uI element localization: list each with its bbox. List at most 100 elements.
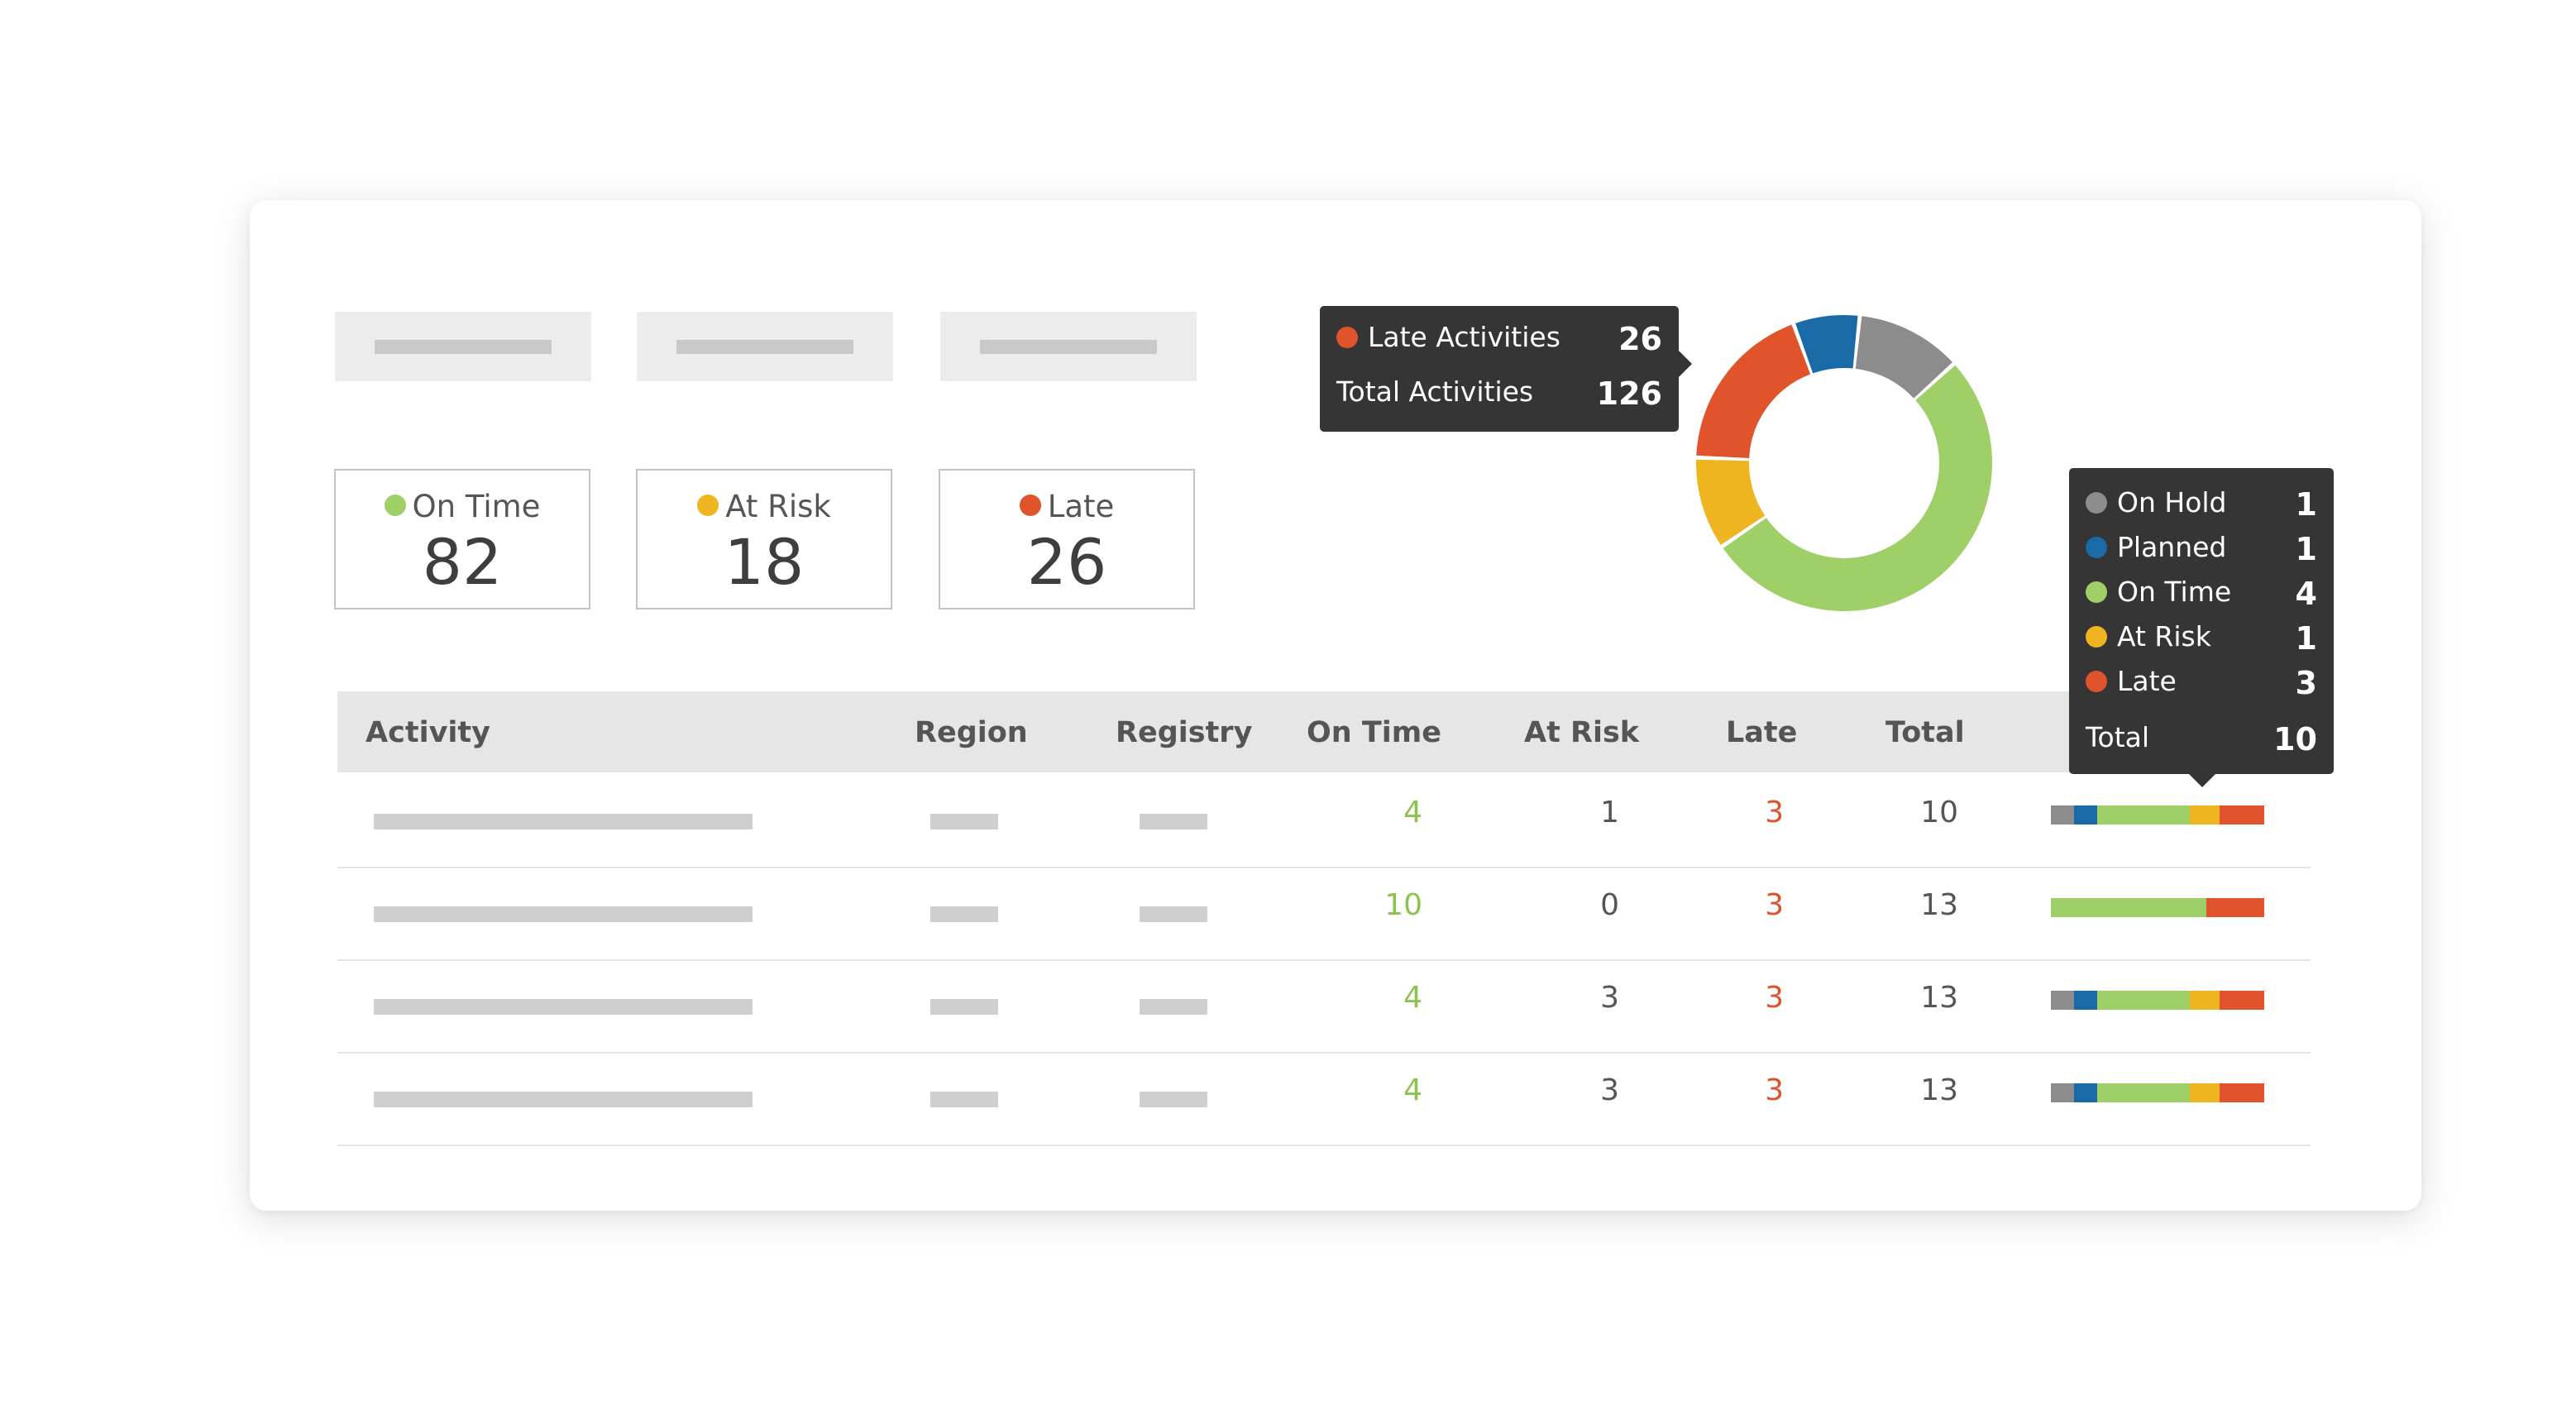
at-risk-dot-icon bbox=[697, 495, 719, 516]
status-bar-segment bbox=[2220, 805, 2264, 824]
table-header bbox=[337, 691, 2157, 772]
donut-slice-on-time[interactable] bbox=[1723, 365, 1992, 611]
at-risk-dot-icon bbox=[2086, 626, 2107, 648]
activity-placeholder bbox=[374, 1092, 753, 1107]
col-late[interactable]: Late bbox=[1726, 716, 1798, 749]
planned-dot-icon bbox=[2086, 537, 2107, 558]
tooltip-row-planned: Planned 1 bbox=[2086, 531, 2317, 572]
stat-value-late: 26 bbox=[1026, 525, 1107, 599]
donut-tooltip-pointer bbox=[1677, 349, 1692, 379]
filter-tab-placeholder bbox=[375, 340, 552, 354]
on-hold-dot-icon bbox=[2086, 492, 2107, 514]
row-tooltip: On Hold 1 Planned 1 On Time 4 At Risk 1 … bbox=[2069, 468, 2334, 774]
late-value: 3 bbox=[1765, 1073, 1784, 1107]
stat-label-at-risk: At Risk bbox=[638, 489, 891, 524]
table-row[interactable] bbox=[337, 959, 2311, 1054]
status-bar-segment bbox=[2051, 1083, 2074, 1102]
col-total[interactable]: Total bbox=[1885, 716, 1965, 749]
tooltip-value: 1 bbox=[2295, 620, 2317, 657]
status-bar-segment bbox=[2206, 898, 2264, 917]
registry-placeholder bbox=[1140, 999, 1207, 1015]
donut-slice-on-hold[interactable] bbox=[1854, 316, 1952, 399]
region-placeholder bbox=[930, 814, 998, 829]
late-dot-icon bbox=[2086, 671, 2107, 692]
status-bar-segment bbox=[2051, 898, 2206, 917]
tooltip-row-at-risk: At Risk 1 bbox=[2086, 620, 2317, 662]
status-bar-segment bbox=[2074, 991, 2097, 1010]
on-time-value: 4 bbox=[1403, 981, 1422, 1015]
tooltip-label-text: Planned bbox=[2117, 531, 2227, 563]
table-row[interactable] bbox=[337, 1052, 2311, 1146]
status-bar-segment bbox=[2097, 1083, 2190, 1102]
col-region[interactable]: Region bbox=[915, 716, 1028, 749]
tooltip-value: 10 bbox=[2273, 721, 2317, 758]
on-time-value: 4 bbox=[1403, 796, 1422, 829]
region-placeholder bbox=[930, 999, 998, 1015]
tooltip-label: At Risk bbox=[2086, 620, 2211, 652]
status-bar-segment bbox=[2220, 1083, 2264, 1102]
tooltip-value: 26 bbox=[1618, 321, 1662, 357]
filter-tab-3[interactable] bbox=[940, 312, 1197, 381]
stat-value-at-risk: 18 bbox=[724, 525, 805, 599]
status-bar-segment bbox=[2097, 991, 2190, 1010]
donut-slice-planned[interactable] bbox=[1795, 315, 1858, 374]
total-value: 13 bbox=[1920, 1073, 1958, 1107]
stat-card-on-time[interactable]: On Time 82 bbox=[334, 469, 590, 609]
status-bar-segment bbox=[2074, 805, 2097, 824]
status-bar-segment bbox=[2190, 991, 2220, 1010]
filter-tab-1[interactable] bbox=[335, 312, 591, 381]
status-bar-segment bbox=[2097, 805, 2190, 824]
tooltip-label: On Hold bbox=[2086, 486, 2227, 519]
late-value: 3 bbox=[1765, 888, 1784, 922]
tooltip-row-late: Late Activities 26 bbox=[1336, 321, 1662, 362]
tooltip-row-on-time: On Time 4 bbox=[2086, 576, 2317, 617]
tooltip-row-on-hold: On Hold 1 bbox=[2086, 486, 2317, 528]
late-dot-icon bbox=[1019, 495, 1041, 516]
tooltip-value: 4 bbox=[2295, 576, 2317, 612]
row-tooltip-pointer bbox=[2187, 772, 2217, 787]
filter-tab-placeholder bbox=[980, 340, 1157, 354]
donut-slice-late[interactable] bbox=[1696, 324, 1812, 459]
stat-card-at-risk[interactable]: At Risk 18 bbox=[636, 469, 892, 609]
col-at-risk[interactable]: At Risk bbox=[1524, 716, 1640, 749]
col-activity[interactable]: Activity bbox=[366, 716, 490, 749]
donut-tooltip: Late Activities 26 Total Activities 126 bbox=[1320, 306, 1679, 432]
late-value: 3 bbox=[1765, 796, 1784, 829]
stat-label-on-time: On Time bbox=[336, 489, 589, 524]
tooltip-label-text: On Hold bbox=[2117, 486, 2227, 519]
on-time-dot-icon bbox=[2086, 581, 2107, 603]
at-risk-value: 0 bbox=[1600, 888, 1619, 922]
status-mini-bar[interactable] bbox=[2051, 805, 2264, 824]
tooltip-label: Total bbox=[2086, 721, 2150, 753]
status-bar-segment bbox=[2190, 1083, 2220, 1102]
tooltip-label-text: Late bbox=[2117, 665, 2177, 697]
table-row[interactable] bbox=[337, 774, 2311, 868]
at-risk-value: 3 bbox=[1600, 1073, 1619, 1107]
tooltip-label: Late bbox=[2086, 665, 2177, 697]
donut-slice-at-risk[interactable] bbox=[1696, 459, 1766, 545]
status-mini-bar[interactable] bbox=[2051, 991, 2264, 1010]
status-bar-segment bbox=[2074, 1083, 2097, 1102]
table-row[interactable] bbox=[337, 867, 2311, 961]
stat-card-late[interactable]: Late 26 bbox=[939, 469, 1195, 609]
col-on-time[interactable]: On Time bbox=[1307, 716, 1441, 749]
total-value: 13 bbox=[1920, 981, 1958, 1015]
stat-label-text: Late bbox=[1047, 489, 1115, 524]
status-bar-segment bbox=[2220, 991, 2264, 1010]
col-registry[interactable]: Registry bbox=[1116, 716, 1253, 749]
status-bar-segment bbox=[2051, 991, 2074, 1010]
tooltip-row-late: Late 3 bbox=[2086, 665, 2317, 706]
at-risk-value: 1 bbox=[1600, 796, 1619, 829]
status-mini-bar[interactable] bbox=[2051, 1083, 2264, 1102]
stat-label-late: Late bbox=[940, 489, 1193, 524]
stat-value-on-time: 82 bbox=[422, 525, 503, 599]
stat-label-text: On Time bbox=[412, 489, 541, 524]
at-risk-value: 3 bbox=[1600, 981, 1619, 1015]
tooltip-label-text: At Risk bbox=[2117, 620, 2211, 652]
activity-placeholder bbox=[374, 999, 753, 1015]
filter-tab-2[interactable] bbox=[637, 312, 893, 381]
tooltip-value: 1 bbox=[2295, 531, 2317, 567]
status-mini-bar[interactable] bbox=[2051, 898, 2264, 917]
tooltip-row-total: Total Activities 126 bbox=[1336, 375, 1662, 417]
activity-placeholder bbox=[374, 906, 753, 922]
